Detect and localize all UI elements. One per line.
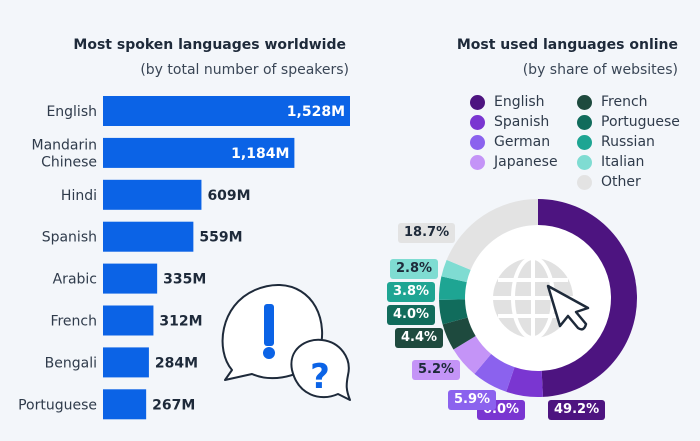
legend-item: French (577, 92, 648, 112)
donut-slice (474, 353, 515, 392)
legend-label: Other (601, 174, 641, 190)
donut-slice (441, 259, 471, 283)
category-label: French (50, 314, 97, 330)
bar-group: Hindi 609M (61, 179, 251, 210)
legend-item: Japanese (470, 152, 558, 172)
value-label: 335M (163, 272, 206, 288)
legend-swatch (470, 134, 485, 150)
legend-label: German (494, 134, 551, 150)
category-label: Portuguese (18, 397, 97, 413)
legend-swatch (577, 174, 592, 190)
slice-value-label: 5.2% (412, 360, 461, 380)
legend-label: Portuguese (601, 114, 680, 130)
bar-chart-title: Most spoken languages worldwide (73, 37, 346, 53)
value-label: 267M (152, 397, 195, 413)
cursor-icon (546, 284, 590, 331)
legend-swatch (470, 114, 485, 130)
legend-label: French (601, 94, 648, 110)
donut-chart-title: Most used languages online (456, 37, 678, 53)
category-label: Chinese (41, 154, 97, 170)
value-label: 1,528M (287, 104, 345, 120)
bar-group: English 1,528M (46, 96, 350, 126)
legend-swatch (470, 154, 485, 170)
legend-item: Portuguese (577, 112, 680, 132)
bar-group: Bengali 284M (45, 347, 198, 378)
donut-slice (438, 276, 467, 300)
category-label: Spanish (42, 230, 97, 246)
slice-value-label: 3.8% (387, 282, 436, 302)
legend-item: English (470, 92, 545, 112)
donut-slice (439, 299, 468, 325)
donut-slice (506, 367, 543, 398)
slice-value-label: 2.8% (390, 259, 439, 279)
value-label: 312M (159, 314, 202, 330)
donut-slice (442, 317, 476, 350)
bar-group: French 312M (50, 305, 203, 336)
donut-chart-subtitle: (by share of websites) (522, 62, 678, 78)
legend-swatch (577, 94, 592, 110)
category-label: Mandarin (31, 137, 97, 153)
category-label: Arabic (53, 272, 97, 288)
value-label: 1,184M (231, 146, 289, 162)
slice-value-label: 5.9% (448, 390, 497, 410)
question-mark-icon: ? (310, 357, 330, 397)
bar-group: Spanish 559M (42, 221, 243, 252)
bar (103, 389, 147, 420)
legend-label: Russian (601, 134, 655, 150)
bar (103, 96, 350, 126)
donut-slice (538, 199, 638, 397)
legend-label: Italian (601, 154, 645, 170)
bar-group: Portuguese 267M (18, 389, 195, 420)
question-bubble (290, 338, 351, 401)
exclamation-mark-icon (264, 304, 274, 346)
legend-label: English (494, 94, 545, 110)
slice-value-label: 18.7% (398, 223, 456, 243)
globe-cursor-icon (493, 256, 590, 340)
donut-slice (446, 199, 538, 270)
bar (103, 305, 154, 336)
donut-slice (453, 335, 492, 374)
bar (103, 221, 194, 252)
exclamation-dot (263, 347, 275, 359)
value-label: 284M (155, 355, 198, 371)
speech-bubbles-illustration: ? (221, 284, 351, 401)
bar (103, 179, 202, 210)
legend-item: Russian (577, 132, 655, 152)
legend-label: Japanese (494, 154, 558, 170)
legend-swatch (577, 154, 592, 170)
bar-group: Arabic 335M (53, 263, 206, 294)
category-label: Hindi (61, 188, 97, 204)
category-label: English (46, 104, 97, 120)
value-label: 609M (207, 188, 250, 204)
bar (103, 263, 158, 294)
bar-chart-subtitle: (by total number of speakers) (140, 62, 349, 78)
legend-item: Other (577, 172, 641, 192)
slice-value-label: 4.4% (395, 328, 444, 348)
legend-swatch (470, 94, 485, 110)
slice-value-label: 4.0% (387, 305, 436, 325)
bar (103, 347, 149, 378)
value-label: 559M (199, 230, 242, 246)
legend-label: Spanish (494, 114, 550, 130)
legend-item: Italian (577, 152, 644, 172)
bar (103, 137, 295, 168)
slice-value-label: 49.2% (548, 400, 606, 420)
legend-item: German (470, 132, 550, 152)
legend-item: Spanish (470, 112, 549, 132)
legend-swatch (577, 134, 592, 150)
category-label: Bengali (45, 355, 97, 371)
legend-swatch (577, 114, 592, 130)
